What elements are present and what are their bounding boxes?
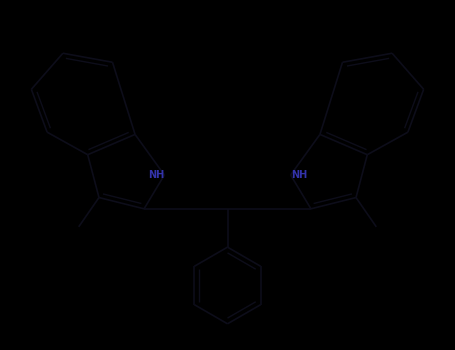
Text: NH: NH bbox=[148, 170, 164, 180]
Text: NH: NH bbox=[291, 170, 307, 180]
